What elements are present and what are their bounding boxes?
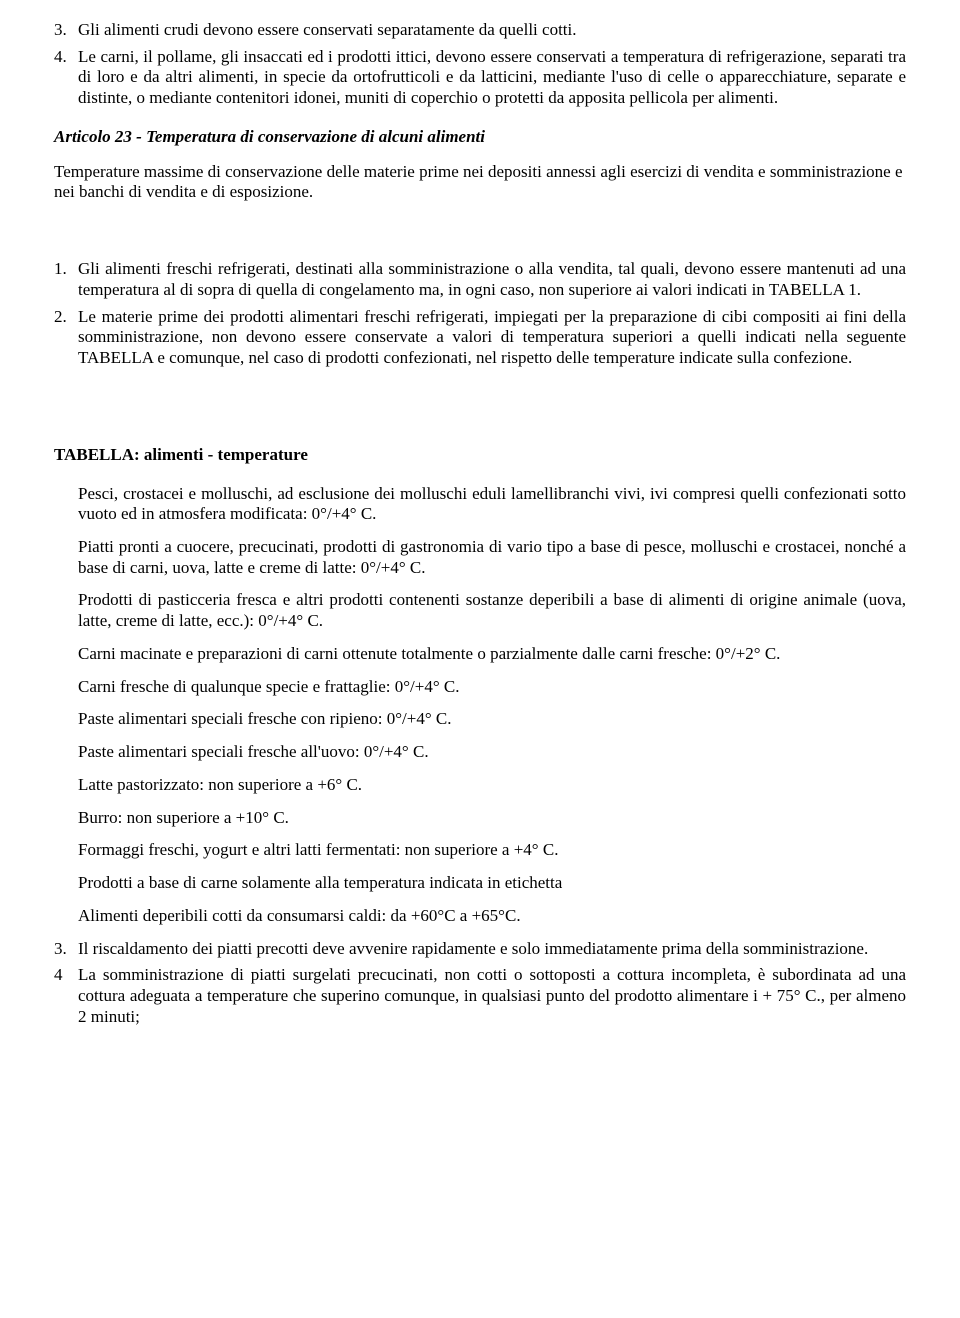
article-23-title: Articolo 23 - Temperatura di conservazio… bbox=[54, 127, 906, 148]
list-text: Gli alimenti freschi refrigerati, destin… bbox=[78, 259, 906, 300]
bottom-list-item-4: 4 La somministrazione di piatti surgelat… bbox=[54, 965, 906, 1027]
list-text: Gli alimenti crudi devono essere conserv… bbox=[78, 20, 906, 41]
list-item-4: 4. Le carni, il pollame, gli insaccati e… bbox=[54, 47, 906, 109]
table-title: TABELLA: alimenti - temperature bbox=[54, 445, 906, 466]
bottom-list-item-3: 3. Il riscaldamento dei piatti precotti … bbox=[54, 939, 906, 960]
list-number: 1. bbox=[54, 259, 78, 300]
table-row: Carni fresche di qualunque specie e frat… bbox=[78, 677, 906, 698]
table-row: Alimenti deperibili cotti da consumarsi … bbox=[78, 906, 906, 927]
table-row: Pesci, crostacei e molluschi, ad esclusi… bbox=[78, 484, 906, 525]
temperature-table: Pesci, crostacei e molluschi, ad esclusi… bbox=[54, 484, 906, 927]
table-row: Prodotti di pasticceria fresca e altri p… bbox=[78, 590, 906, 631]
list-text: Le carni, il pollame, gli insaccati ed i… bbox=[78, 47, 906, 109]
table-row: Formaggi freschi, yogurt e altri latti f… bbox=[78, 840, 906, 861]
list-text: Il riscaldamento dei piatti precotti dev… bbox=[78, 939, 906, 960]
list-number: 4. bbox=[54, 47, 78, 109]
table-row: Latte pastorizzato: non superiore a +6° … bbox=[78, 775, 906, 796]
article-23-intro: Temperature massime di conservazione del… bbox=[54, 162, 906, 203]
list-number: 3. bbox=[54, 939, 78, 960]
list-number: 2. bbox=[54, 307, 78, 369]
list-item-3: 3. Gli alimenti crudi devono essere cons… bbox=[54, 20, 906, 41]
table-row: Paste alimentari speciali fresche all'uo… bbox=[78, 742, 906, 763]
table-row: Paste alimentari speciali fresche con ri… bbox=[78, 709, 906, 730]
list-number: 3. bbox=[54, 20, 78, 41]
table-row: Carni macinate e preparazioni di carni o… bbox=[78, 644, 906, 665]
table-row: Piatti pronti a cuocere, precucinati, pr… bbox=[78, 537, 906, 578]
art23-list-item-2: 2. Le materie prime dei prodotti aliment… bbox=[54, 307, 906, 369]
list-text: La somministrazione di piatti surgelati … bbox=[78, 965, 906, 1027]
list-number: 4 bbox=[54, 965, 78, 1027]
art23-list-item-1: 1. Gli alimenti freschi refrigerati, des… bbox=[54, 259, 906, 300]
table-row: Burro: non superiore a +10° C. bbox=[78, 808, 906, 829]
table-row: Prodotti a base di carne solamente alla … bbox=[78, 873, 906, 894]
list-text: Le materie prime dei prodotti alimentari… bbox=[78, 307, 906, 369]
